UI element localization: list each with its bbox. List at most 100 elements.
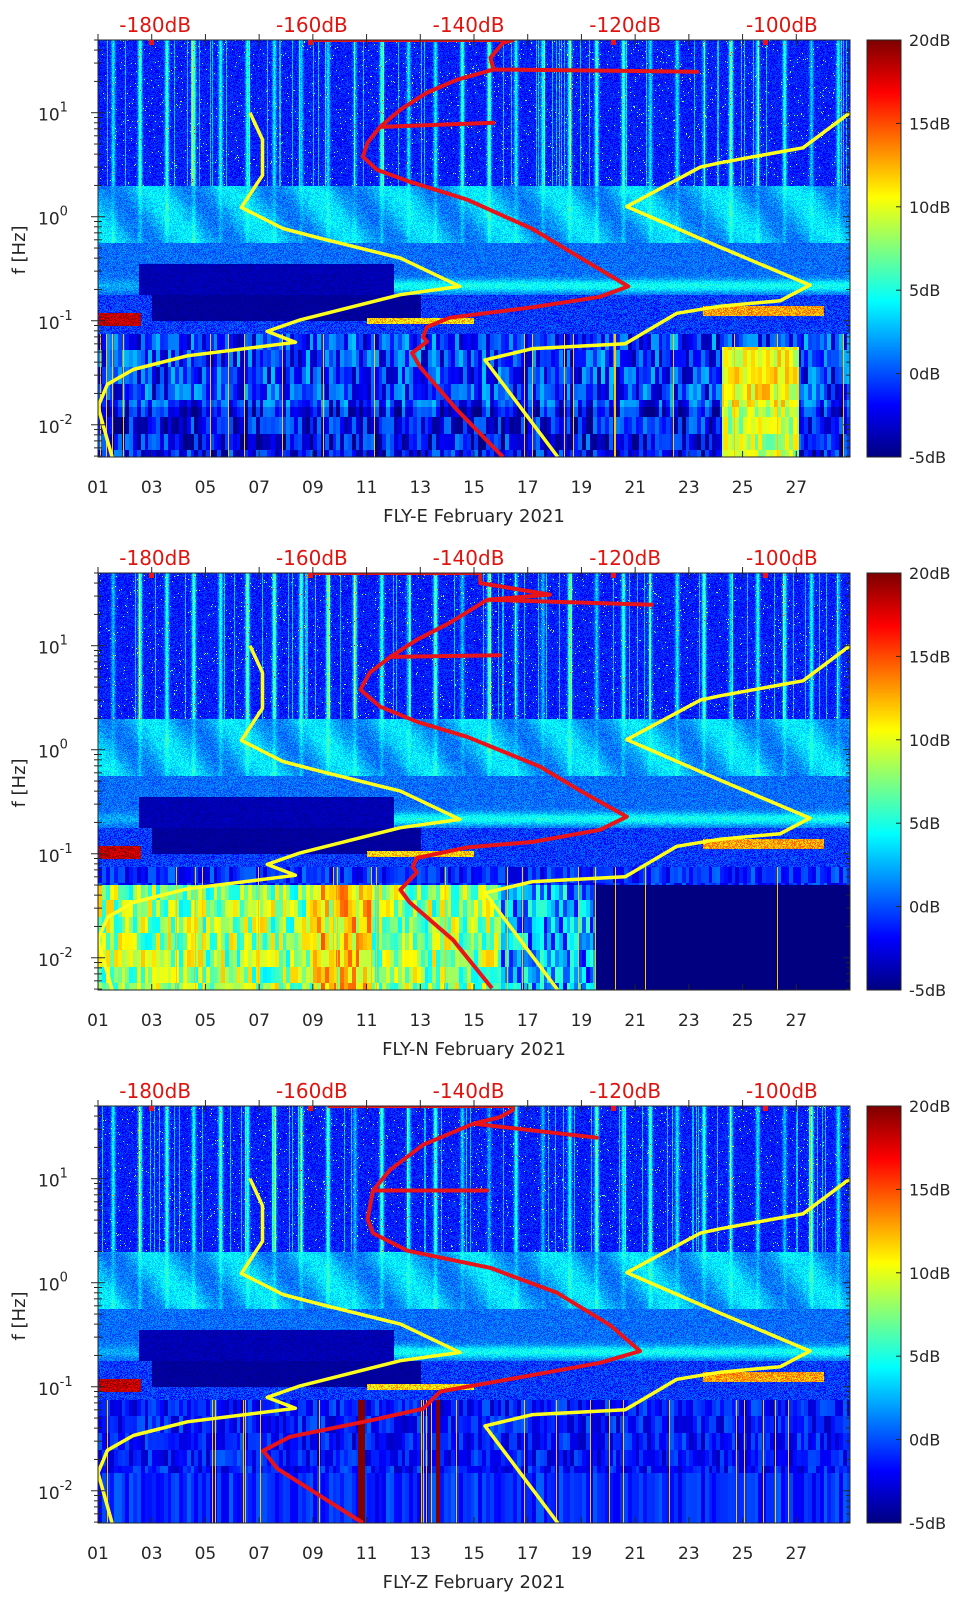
colorbar-tick-label: 20dB <box>909 564 951 583</box>
top-axis-db-label: -180dB <box>119 546 191 570</box>
red-marker <box>611 40 616 45</box>
y-tick-label: 10-1 <box>38 1375 73 1400</box>
red-psd-curve <box>310 573 654 990</box>
x-tick-label: 17 <box>517 478 539 498</box>
colorbar-tick-label: 5dB <box>909 814 940 833</box>
y-axis-label: f [Hz] <box>9 225 30 274</box>
y-tick-label: 10-2 <box>38 413 73 438</box>
yellow-noise-model-curve <box>483 644 850 990</box>
x-axis-label: FLY-E February 2021 <box>383 506 565 527</box>
colorbar-tick-label: 15dB <box>909 114 951 133</box>
colorbar-tick-label: 15dB <box>909 647 951 666</box>
x-tick-label: 11 <box>356 1011 378 1031</box>
x-tick-label: 07 <box>248 1011 270 1031</box>
x-tick-label: 27 <box>785 1011 807 1031</box>
y-tick-exponent: 1 <box>60 101 68 116</box>
x-tick-label: 01 <box>87 1011 109 1031</box>
x-tick-label: 21 <box>624 1011 646 1031</box>
colorbar-tick-label: 15dB <box>909 1180 951 1199</box>
y-tick-exponent: -2 <box>60 946 73 961</box>
x-tick-label: 09 <box>302 478 324 498</box>
top-axis-db-label: -140dB <box>433 13 505 37</box>
colorbar-tick-label: 20dB <box>909 31 951 50</box>
colorbar-tick-label: -5dB <box>909 1514 946 1533</box>
top-axis-db-label: -160dB <box>276 546 348 570</box>
red-marker <box>149 1106 154 1111</box>
x-tick-label: 25 <box>732 478 754 498</box>
colorbar-frame <box>866 1105 902 1524</box>
x-tick-label: 19 <box>571 478 593 498</box>
red-marker <box>149 573 154 578</box>
y-tick-base: 10 <box>38 847 60 867</box>
colorbar <box>867 573 901 990</box>
y-tick-label: 10-2 <box>38 946 73 971</box>
y-tick-exponent: 1 <box>60 1167 68 1182</box>
x-tick-label: 15 <box>463 1544 485 1564</box>
y-tick-base: 10 <box>38 1484 60 1504</box>
y-tick-base: 10 <box>38 418 60 438</box>
red-marker <box>308 573 313 578</box>
y-tick-label: 100 <box>38 738 68 763</box>
top-axis-db-label: -100dB <box>746 13 818 37</box>
x-tick-label: 23 <box>678 1011 700 1031</box>
y-tick-base: 10 <box>38 1276 60 1296</box>
colorbar-tick-label: -5dB <box>909 448 946 467</box>
colorbar <box>867 40 901 457</box>
colorbar-tick-label: -5dB <box>909 981 946 1000</box>
x-axis-label: FLY-N February 2021 <box>382 1039 566 1060</box>
x-tick-label: 27 <box>785 1544 807 1564</box>
colorbar-tick-label: 5dB <box>909 1347 940 1366</box>
colorbar-tick-label: 10dB <box>909 198 951 217</box>
colorbar-tick-label: 0dB <box>909 898 940 917</box>
y-tick-exponent: -1 <box>60 842 73 857</box>
y-tick-exponent: -1 <box>60 309 73 324</box>
x-tick-label: 11 <box>356 478 378 498</box>
colorbar-tick-label: 5dB <box>909 281 940 300</box>
yellow-noise-model-curve <box>483 111 850 457</box>
y-tick-base: 10 <box>38 639 60 659</box>
x-tick-label: 21 <box>624 1544 646 1564</box>
red-marker <box>763 1106 768 1111</box>
y-tick-base: 10 <box>38 1380 60 1400</box>
red-marker <box>763 40 768 45</box>
y-tick-label: 10-1 <box>38 842 73 867</box>
x-tick-label: 03 <box>141 1011 163 1031</box>
y-tick-label: 101 <box>38 101 68 126</box>
top-axis-db-label: -140dB <box>433 1079 505 1103</box>
x-tick-label: 27 <box>785 478 807 498</box>
colorbar-tick-label: 10dB <box>909 1264 951 1283</box>
red-marker <box>611 1106 616 1111</box>
x-tick-label: 19 <box>571 1544 593 1564</box>
x-tick-label: 13 <box>409 478 431 498</box>
y-tick-exponent: -2 <box>60 413 73 428</box>
y-tick-base: 10 <box>38 951 60 971</box>
red-marker <box>763 573 768 578</box>
colorbar-tick-label: 10dB <box>909 731 951 750</box>
colorbar-frame <box>866 39 902 458</box>
yellow-noise-model-curve <box>98 1177 462 1523</box>
plot-frame <box>97 1105 851 1524</box>
top-axis-db-label: -160dB <box>276 1079 348 1103</box>
top-axis-db-label: -100dB <box>746 1079 818 1103</box>
colorbar-tick-label: 0dB <box>909 365 940 384</box>
x-tick-label: 03 <box>141 1544 163 1564</box>
colorbar-frame <box>866 572 902 991</box>
y-tick-label: 101 <box>38 634 68 659</box>
x-tick-label: 01 <box>87 1544 109 1564</box>
top-axis-db-label: -140dB <box>433 546 505 570</box>
x-tick-label: 21 <box>624 478 646 498</box>
colorbar-tick-label: 20dB <box>909 1097 951 1116</box>
red-psd-curve <box>261 1106 643 1523</box>
yellow-noise-model-curve <box>98 644 462 990</box>
top-axis-db-label: -160dB <box>276 13 348 37</box>
y-axis-label: f [Hz] <box>9 1291 30 1340</box>
x-tick-label: 09 <box>302 1011 324 1031</box>
x-tick-label: 25 <box>732 1011 754 1031</box>
x-tick-label: 13 <box>409 1011 431 1031</box>
x-tick-label: 09 <box>302 1544 324 1564</box>
top-axis-db-label: -120dB <box>589 546 661 570</box>
top-axis-db-label: -180dB <box>119 13 191 37</box>
x-tick-label: 05 <box>195 1011 217 1031</box>
x-tick-label: 15 <box>463 478 485 498</box>
